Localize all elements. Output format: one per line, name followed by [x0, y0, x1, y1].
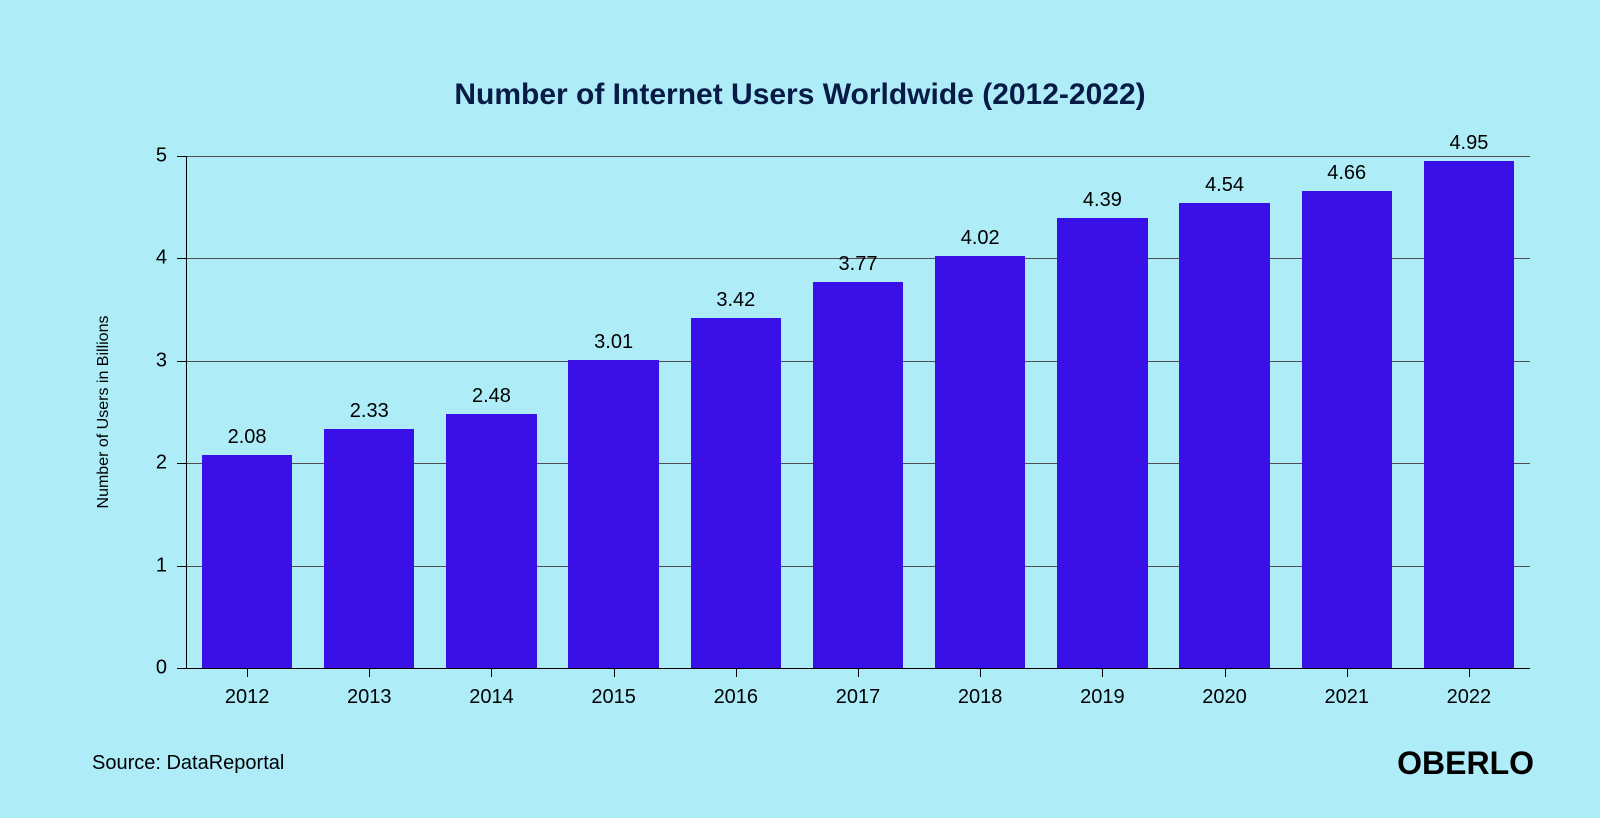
- x-tick-label: 2015: [591, 686, 636, 709]
- x-tick-label: 2016: [714, 686, 759, 709]
- y-axis-line: [186, 156, 187, 668]
- bar-value-label: 3.42: [716, 289, 755, 312]
- bar: [691, 318, 781, 668]
- x-tick-label: 2022: [1447, 686, 1492, 709]
- x-tick-mark: [614, 668, 615, 677]
- y-tick-mark: [177, 258, 186, 259]
- x-tick-label: 2014: [469, 686, 514, 709]
- chart-canvas: Number of Internet Users Worldwide (2012…: [0, 0, 1600, 818]
- x-tick-label: 2017: [836, 686, 881, 709]
- y-tick-mark: [177, 156, 186, 157]
- brand-logo: OBERLO: [1397, 745, 1534, 782]
- x-tick-label: 2012: [225, 686, 270, 709]
- bar: [202, 455, 292, 668]
- x-tick-mark: [736, 668, 737, 677]
- y-tick-label: 1: [156, 554, 177, 577]
- bar: [324, 429, 414, 668]
- bar: [1424, 161, 1514, 668]
- bar-value-label: 2.48: [472, 385, 511, 408]
- x-tick-label: 2013: [347, 686, 392, 709]
- bar-value-label: 4.54: [1205, 174, 1244, 197]
- x-tick-mark: [1102, 668, 1103, 677]
- y-tick-mark: [177, 566, 186, 567]
- x-tick-mark: [1469, 668, 1470, 677]
- bar: [1302, 191, 1392, 668]
- bar: [1057, 218, 1147, 668]
- bar-value-label: 2.08: [228, 426, 267, 449]
- x-tick-mark: [980, 668, 981, 677]
- y-tick-mark: [177, 463, 186, 464]
- source-text: Source: DataReportal: [92, 752, 284, 775]
- bar: [935, 256, 1025, 668]
- x-tick-mark: [369, 668, 370, 677]
- y-tick-label: 3: [156, 349, 177, 372]
- y-tick-label: 0: [156, 657, 177, 680]
- x-tick-mark: [247, 668, 248, 677]
- y-tick-mark: [177, 361, 186, 362]
- y-tick-label: 5: [156, 145, 177, 168]
- x-tick-label: 2018: [958, 686, 1003, 709]
- bar-value-label: 4.95: [1449, 132, 1488, 155]
- bar: [1179, 203, 1269, 668]
- x-tick-mark: [1347, 668, 1348, 677]
- x-tick-mark: [1225, 668, 1226, 677]
- bar: [446, 414, 536, 668]
- x-tick-label: 2020: [1202, 686, 1247, 709]
- y-tick-label: 2: [156, 452, 177, 475]
- bar-value-label: 4.02: [961, 227, 1000, 250]
- x-tick-mark: [491, 668, 492, 677]
- bar-value-label: 4.66: [1327, 162, 1366, 185]
- bar-value-label: 2.33: [350, 400, 389, 423]
- bar: [813, 282, 903, 668]
- bar-value-label: 3.01: [594, 331, 633, 354]
- y-tick-mark: [177, 668, 186, 669]
- y-tick-label: 4: [156, 247, 177, 270]
- bar-value-label: 3.77: [839, 253, 878, 276]
- bar: [568, 360, 658, 668]
- gridline: [186, 156, 1530, 157]
- x-tick-mark: [858, 668, 859, 677]
- chart-title: Number of Internet Users Worldwide (2012…: [0, 78, 1600, 112]
- x-tick-label: 2021: [1324, 686, 1369, 709]
- x-tick-label: 2019: [1080, 686, 1125, 709]
- bar-value-label: 4.39: [1083, 189, 1122, 212]
- y-axis-label: Number of Users in Billions: [95, 316, 113, 509]
